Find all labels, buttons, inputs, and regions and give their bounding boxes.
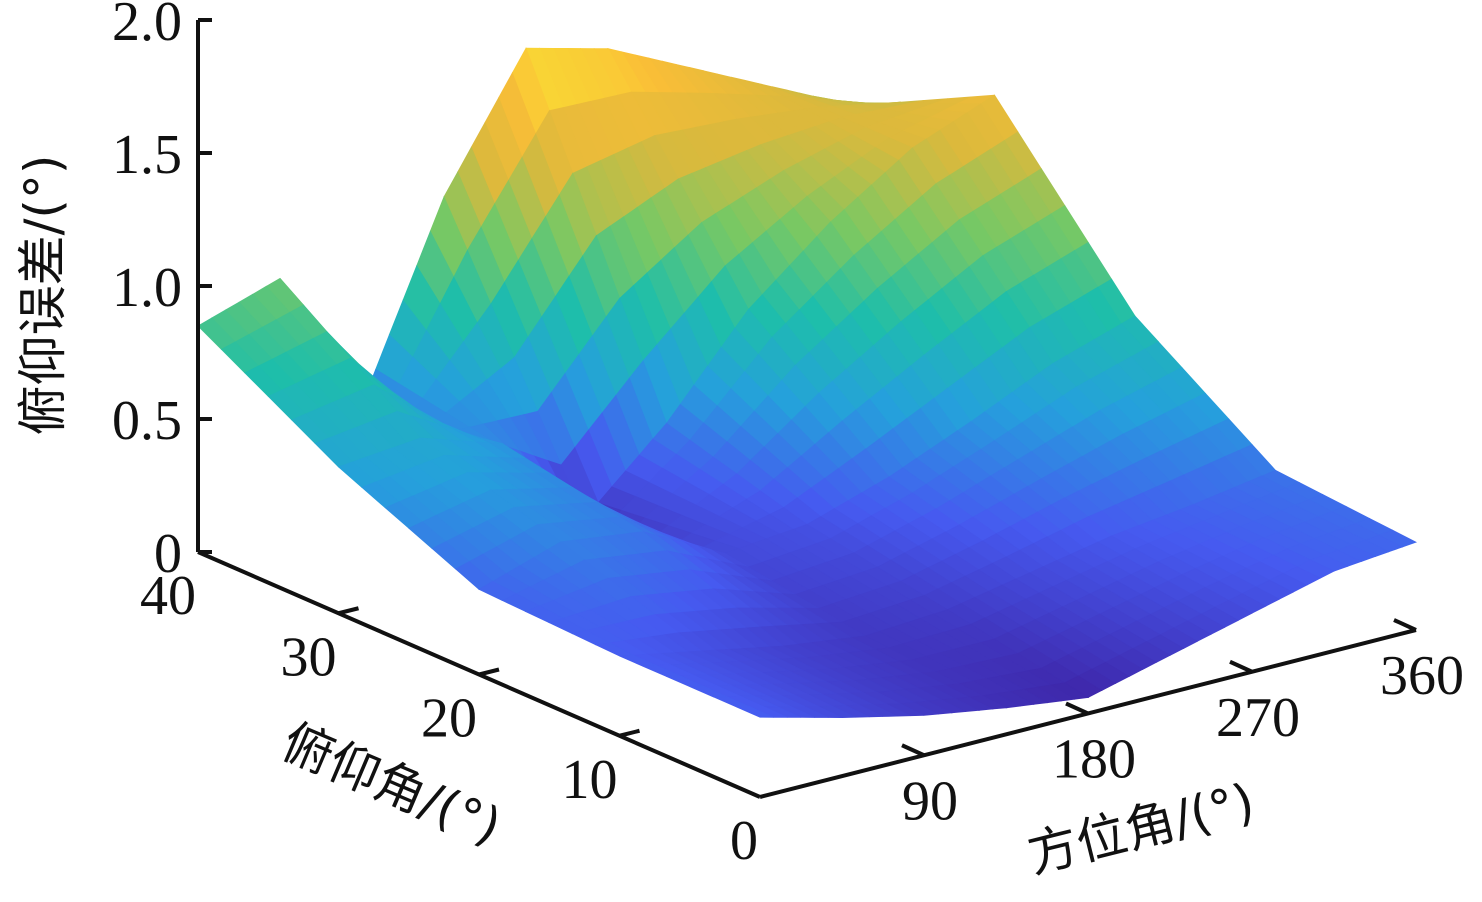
x-tick-label: 180 [1052, 729, 1136, 791]
x-tick-mark [1065, 701, 1089, 716]
x-tick-mark [1229, 659, 1253, 674]
x-tick-label: 270 [1216, 687, 1300, 749]
z-axis-title: 俯仰误差/(°) [14, 155, 72, 436]
y-tick-label: 0 [730, 810, 758, 872]
surface-cell [736, 706, 774, 718]
z-tick-label: 1.0 [112, 257, 182, 319]
ticks-layer: 0 0.5 1.0 1.5 2.0 0 10 20 30 40 90 180 270 360 [112, 0, 1464, 872]
z-tick-label: 0 [154, 523, 182, 585]
y-tick-mark [619, 728, 640, 738]
x-tick-mark [901, 743, 925, 758]
x-tick-label: 360 [1380, 645, 1464, 707]
y-tick-label: 10 [562, 749, 618, 811]
y-tick-label: 40 [140, 565, 196, 627]
y-tick-label: 20 [421, 688, 477, 750]
x-tick-label: 90 [902, 770, 958, 832]
x-tick-mark [1393, 618, 1417, 632]
z-tick-label: 1.5 [112, 124, 182, 186]
z-tick-label: 0.5 [112, 390, 182, 452]
y-tick-mark [478, 667, 500, 677]
surface-layer [197, 47, 1418, 719]
y-tick-mark [338, 606, 359, 616]
z-tick-label: 2.0 [112, 0, 182, 53]
y-tick-label: 30 [281, 626, 337, 688]
